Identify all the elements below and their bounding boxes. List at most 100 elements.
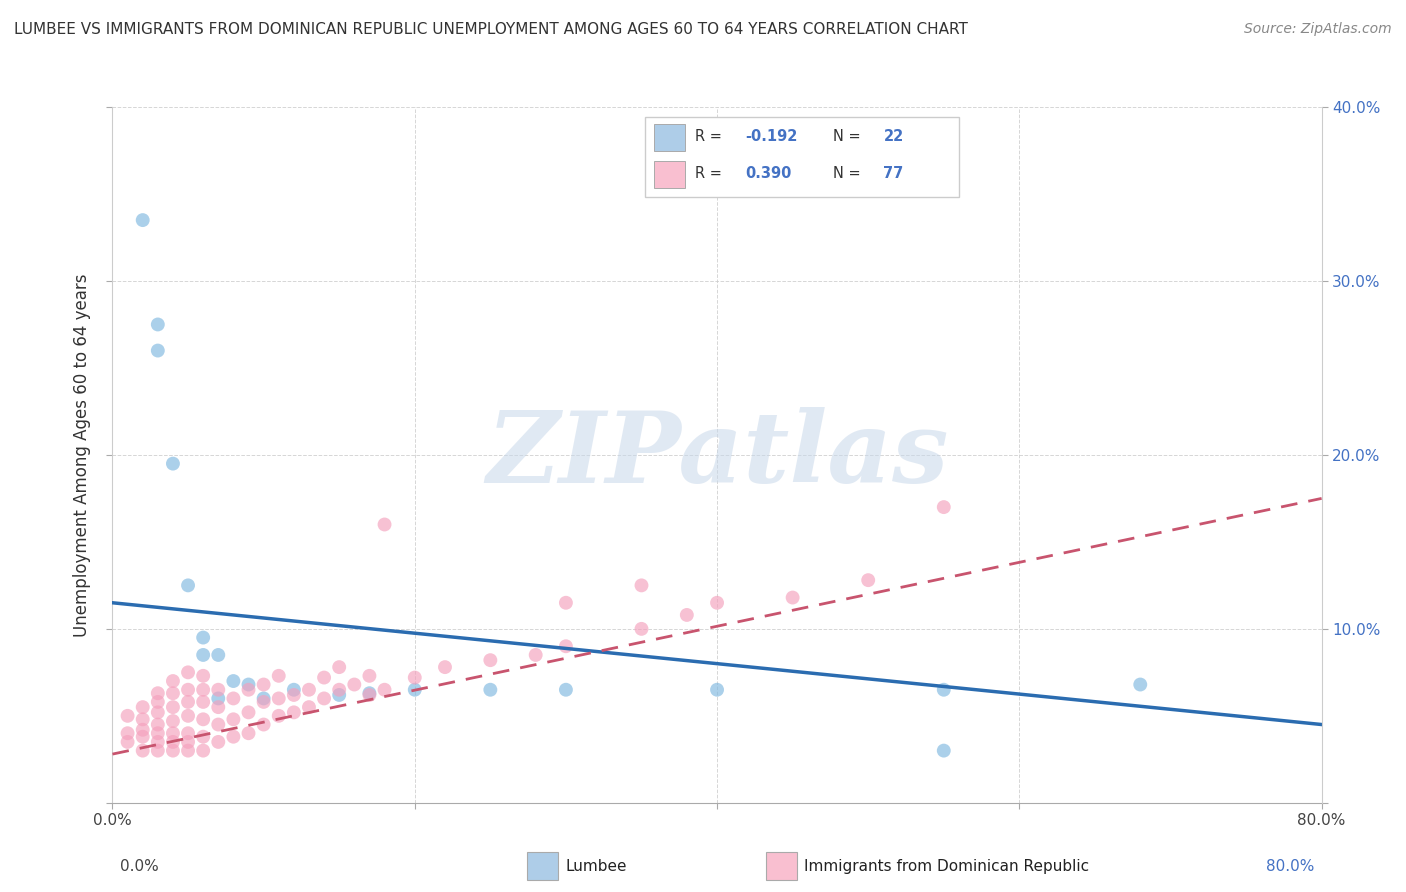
Point (253, 677, 276, 691)
Point (207, 691, 229, 706)
Point (314, 671, 336, 685)
Text: ZIPatlas: ZIPatlas (486, 407, 948, 503)
Point (222, 674, 245, 689)
Point (207, 682, 229, 697)
Point (524, 648, 547, 662)
Point (222, 691, 245, 706)
Point (328, 688, 350, 702)
Point (675, 607, 697, 622)
Point (177, 695, 200, 709)
Point (433, 660, 456, 674)
Point (706, 682, 728, 697)
Point (146, 695, 169, 709)
Point (706, 596, 728, 610)
Point (177, 735, 200, 749)
Point (404, 682, 426, 697)
Point (191, 730, 214, 744)
Point (146, 744, 169, 758)
Point (207, 735, 229, 749)
Point (177, 578, 200, 592)
Point (146, 726, 169, 740)
Text: Source: ZipAtlas.com: Source: ZipAtlas.com (1244, 22, 1392, 37)
Point (343, 677, 366, 691)
Y-axis label: Unemployment Among Ages 60 to 64 years: Unemployment Among Ages 60 to 64 years (73, 273, 91, 637)
Point (479, 653, 502, 667)
Point (238, 706, 260, 720)
Point (162, 674, 184, 689)
Point (932, 500, 955, 514)
Point (117, 735, 139, 749)
Point (162, 700, 184, 714)
Point (146, 318, 169, 332)
Point (146, 735, 169, 749)
Point (117, 708, 139, 723)
Point (267, 669, 290, 683)
Point (554, 682, 576, 697)
Point (630, 622, 652, 636)
Point (359, 669, 381, 683)
Point (267, 691, 290, 706)
Point (132, 744, 155, 758)
Point (630, 578, 652, 592)
Text: 0.0%: 0.0% (120, 859, 159, 873)
Point (177, 682, 200, 697)
Point (253, 717, 276, 731)
Point (298, 682, 321, 697)
Text: Lumbee: Lumbee (565, 859, 627, 873)
Point (479, 682, 502, 697)
Point (298, 700, 321, 714)
Point (177, 744, 200, 758)
Point (207, 717, 229, 731)
Point (146, 686, 169, 700)
Point (222, 712, 245, 726)
Point (253, 695, 276, 709)
Point (932, 682, 955, 697)
Point (554, 639, 576, 653)
Point (207, 648, 229, 662)
Point (132, 730, 155, 744)
Point (146, 717, 169, 731)
Point (283, 682, 305, 697)
Point (314, 691, 336, 706)
Point (782, 591, 804, 605)
Text: Immigrants from Dominican Republic: Immigrants from Dominican Republic (804, 859, 1090, 873)
Point (238, 677, 260, 691)
Text: LUMBEE VS IMMIGRANTS FROM DOMINICAN REPUBLIC UNEMPLOYMENT AMONG AGES 60 TO 64 YE: LUMBEE VS IMMIGRANTS FROM DOMINICAN REPU… (14, 22, 967, 37)
Point (283, 706, 305, 720)
Point (1129, 677, 1152, 691)
Point (132, 700, 155, 714)
Point (253, 691, 276, 706)
Point (328, 682, 350, 697)
Point (162, 735, 184, 749)
Point (554, 596, 576, 610)
Point (283, 688, 305, 702)
Point (191, 648, 214, 662)
Text: 80.0%: 80.0% (1267, 859, 1315, 873)
Point (117, 726, 139, 740)
Point (238, 726, 260, 740)
Point (359, 686, 381, 700)
Point (162, 726, 184, 740)
Point (238, 682, 260, 697)
Point (191, 682, 214, 697)
Point (359, 688, 381, 702)
Point (191, 631, 214, 645)
Point (162, 686, 184, 700)
Point (374, 517, 396, 532)
Point (162, 744, 184, 758)
Point (191, 695, 214, 709)
Point (267, 708, 290, 723)
Point (207, 700, 229, 714)
Point (132, 213, 155, 227)
Point (856, 573, 880, 587)
Point (146, 706, 169, 720)
Point (132, 712, 155, 726)
Point (932, 744, 955, 758)
Point (177, 665, 200, 680)
Point (162, 457, 184, 471)
Point (177, 726, 200, 740)
Point (222, 730, 245, 744)
Point (374, 682, 396, 697)
Point (404, 671, 426, 685)
Point (162, 714, 184, 728)
